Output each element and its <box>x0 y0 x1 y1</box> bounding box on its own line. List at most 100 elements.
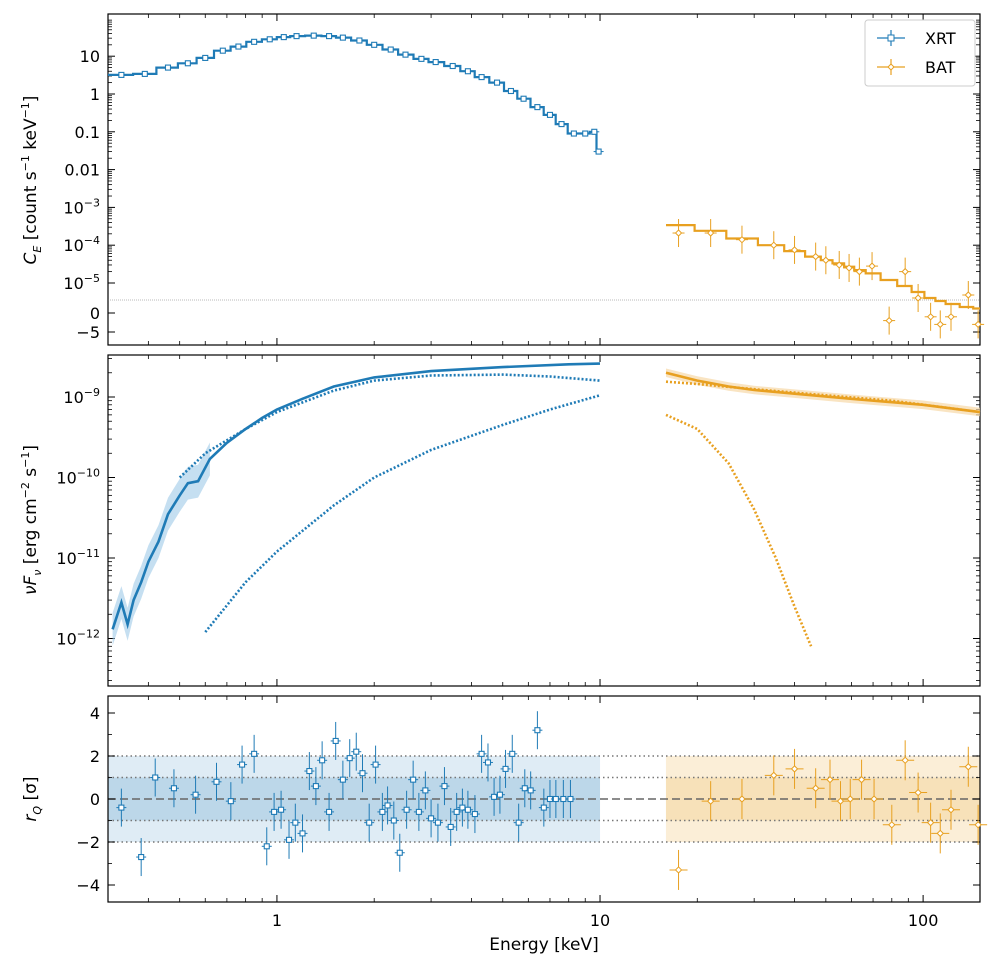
bat-residual-point <box>936 829 944 838</box>
legend-xrt-marker <box>887 34 895 42</box>
xrt-data-point <box>235 43 242 50</box>
xrt-data-point <box>293 33 300 40</box>
x-axis-label: Energy [keV] <box>489 935 599 955</box>
xrt-data-point <box>219 47 226 54</box>
xrt-residual-point <box>319 757 326 764</box>
xrt-data-point <box>570 130 577 137</box>
xrt-residual-point <box>332 737 339 745</box>
xrt-residual-point <box>170 785 177 792</box>
xrt-residual-point <box>299 830 306 837</box>
y-tick-label: 10−4 <box>63 234 100 255</box>
xrt-residual-point <box>227 798 234 805</box>
xrt-residual-point <box>339 776 346 783</box>
bat-data-point <box>926 313 935 321</box>
bat-data-point <box>770 241 778 249</box>
xrt-data-point <box>387 46 394 53</box>
xrt-data-point <box>184 60 191 67</box>
legend-box <box>864 19 976 87</box>
x-tick-label: 100 <box>908 911 939 930</box>
xrt-residual-point <box>567 795 574 803</box>
bat-data-point <box>738 235 746 244</box>
xrt-residual-point <box>422 787 429 794</box>
xrt-residual-point <box>453 808 460 815</box>
x-tick-label: 1 <box>272 911 282 930</box>
bat-residual-point <box>857 775 866 784</box>
bat-residual-point <box>974 821 982 829</box>
xrt-residual-point <box>138 853 145 861</box>
xrt-data-point <box>280 34 287 41</box>
xrt-residual-point <box>478 750 485 757</box>
xrt-residual-point <box>372 761 379 768</box>
bat-residual-point <box>674 866 683 874</box>
y-tick-label: 10−9 <box>63 386 100 407</box>
bat-model-line <box>666 224 980 310</box>
residuals-panel: 1 10 100 4 2 0 −2 −4 rQ [σ] <box>21 695 988 930</box>
xrt-residual-point <box>312 783 319 790</box>
bat-data-point <box>901 267 909 276</box>
bat-residual-point <box>947 806 955 814</box>
xrt-data-point <box>595 148 602 155</box>
xrt-total-model-line <box>111 362 601 630</box>
xrt-residual-point <box>384 802 391 809</box>
xrt-residual-point <box>306 767 313 775</box>
xrt-residual-point <box>534 727 541 734</box>
xrt-residual-point <box>496 791 503 798</box>
y-tick-label: 1 <box>90 85 100 104</box>
bat-data-point <box>674 229 683 237</box>
xrt-residual-point <box>278 806 285 813</box>
xrt-data-point <box>266 36 273 43</box>
bat-residual-point <box>826 775 834 784</box>
y-tick-label: 10−5 <box>63 272 100 293</box>
xrt-data-point <box>432 59 439 66</box>
bat-residual-point <box>870 795 878 803</box>
xrt-residual-point <box>239 761 246 768</box>
legend-xrt-label: XRT <box>925 29 956 48</box>
bat-data-point <box>822 256 830 264</box>
y-axis-label: νFν [erg cm−2 s−1] <box>19 445 44 595</box>
xrt-residual-point <box>515 819 522 826</box>
bat-residual-point <box>738 795 746 803</box>
bat-residual-point <box>811 784 820 792</box>
bat-residual-point <box>901 756 909 765</box>
xrt-data-point <box>449 62 456 70</box>
bat-residual-point <box>706 797 715 805</box>
xrt-data-point <box>251 38 258 45</box>
xrt-data-point <box>478 74 485 81</box>
xrt-residual-point <box>464 806 471 813</box>
xrt-data-point <box>418 55 425 62</box>
bat-data-point <box>706 229 715 237</box>
y-tick-label: 10−11 <box>56 547 100 568</box>
xrt-residual-point <box>502 765 509 772</box>
xrt-residual-point <box>491 793 498 800</box>
bat-residual-point <box>926 818 935 827</box>
x-tick-label: 10 <box>590 911 610 930</box>
y-tick-label: 2 <box>90 747 100 766</box>
y-tick-label: 10−10 <box>56 467 100 488</box>
y-tick-label: −5 <box>76 323 100 342</box>
xrt-data-point <box>534 104 541 111</box>
y-tick-label: 0 <box>90 790 100 809</box>
xrt-residual-point <box>292 819 299 826</box>
y-tick-label: 10 <box>80 47 100 66</box>
xrt-data-point <box>339 34 346 41</box>
bat-residual-point <box>790 765 799 773</box>
bat-uncertainty-band <box>666 368 980 417</box>
xrt-residual-point <box>213 778 220 785</box>
y-tick-label: −4 <box>76 876 100 895</box>
xrt-data-point <box>310 32 317 39</box>
legend: XRT BAT <box>864 19 976 87</box>
xrt-residual-point <box>346 755 353 762</box>
xrt-data-point <box>558 121 565 128</box>
xrt-residual-point <box>471 810 478 818</box>
xrt-data-point <box>546 111 554 118</box>
xrt-residual-point <box>415 808 422 815</box>
xrt-residual-point <box>540 804 547 811</box>
count-rate-frame <box>107 13 981 346</box>
bat-residual-point <box>888 821 896 829</box>
xrt-data-point <box>402 51 409 58</box>
y-tick-label: 0.1 <box>75 123 100 142</box>
xrt-data-point <box>356 37 363 44</box>
y-axis-label: rQ [σ] <box>21 776 44 821</box>
bat-data-point <box>964 291 973 299</box>
bat-data-point <box>974 320 982 329</box>
